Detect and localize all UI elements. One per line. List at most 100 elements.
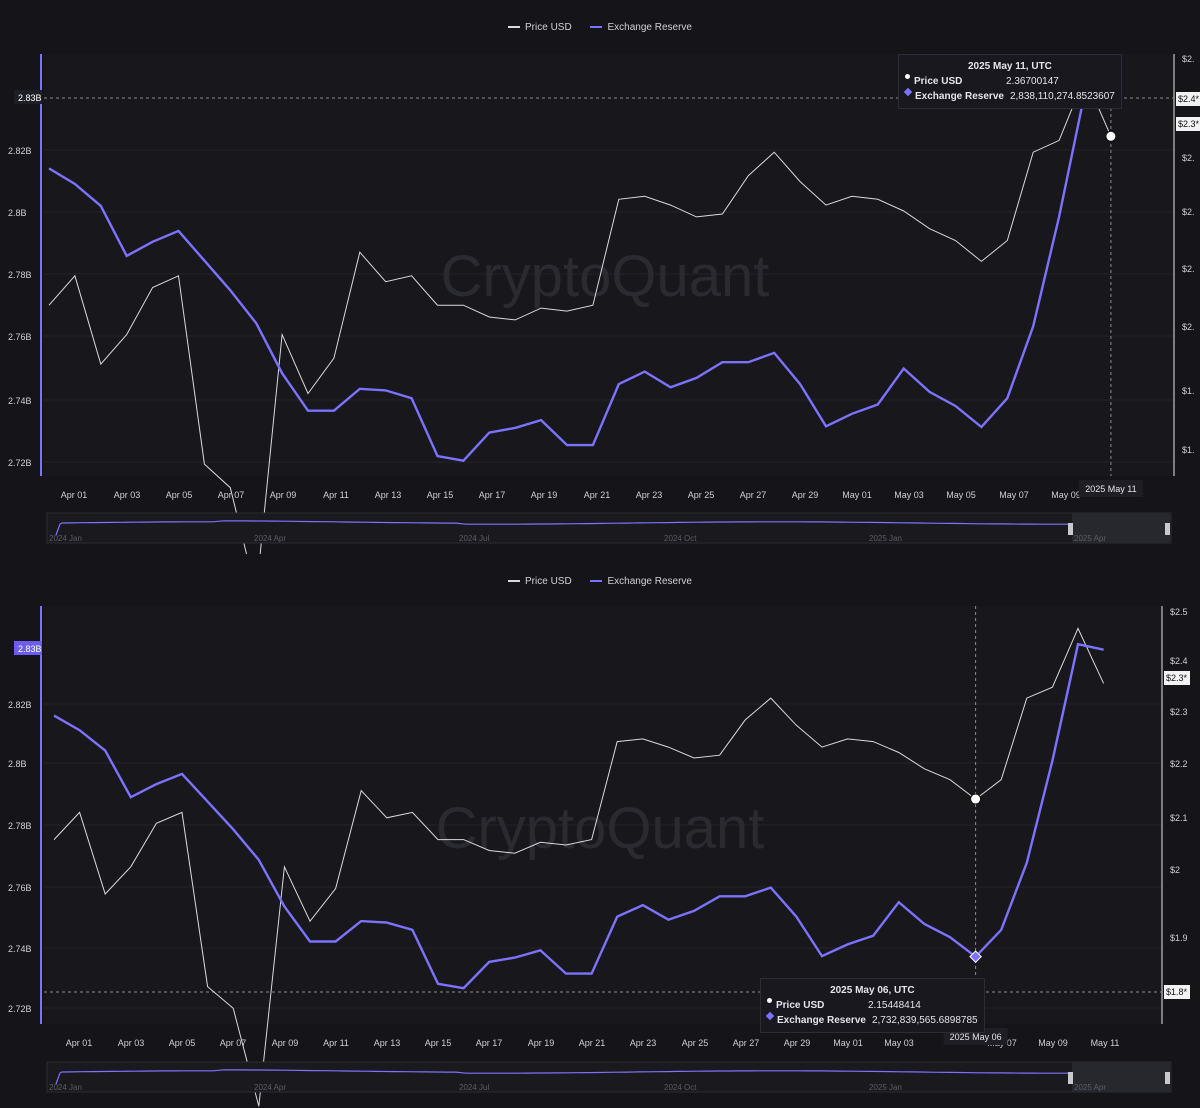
x-tick-label: Apr 15 bbox=[425, 1038, 452, 1048]
navigator-label: 2024 Jul bbox=[459, 1083, 489, 1092]
chart-bottom[interactable]: 2.82B 2.8B 2.78B 2.76B 2.74B 2.72B $2.5 $2.4 $2.… bbox=[0, 554, 1200, 1108]
x-tick-label: Apr 25 bbox=[682, 1038, 709, 1048]
navigator-handle-right bbox=[1165, 1072, 1170, 1084]
navigator-handle-right bbox=[1165, 523, 1170, 535]
left-tick-label: 2.72B bbox=[8, 458, 32, 468]
left-tick-label: 2.78B bbox=[8, 821, 32, 831]
legend: Price USD Exchange Reserve bbox=[0, 574, 1200, 587]
navigator bbox=[46, 1061, 1172, 1093]
left-tick-label: 2.76B bbox=[8, 332, 32, 342]
left-tick-label: 2.78B bbox=[8, 270, 32, 280]
left-value-badge bbox=[14, 641, 42, 655]
x-tick-label: May 03 bbox=[884, 1038, 914, 1048]
x-tick-label: Apr 09 bbox=[272, 1038, 299, 1048]
tooltip-date: 2025 May 11, UTC bbox=[967, 61, 1052, 72]
x-tick-label: Apr 03 bbox=[114, 490, 141, 500]
right-value-badge-text: $2.3* bbox=[1166, 673, 1188, 683]
left-tick-label: 2.76B bbox=[8, 883, 32, 893]
right-tick-label: $2.4 bbox=[1170, 656, 1188, 666]
x-tick-label: Apr 11 bbox=[323, 1038, 349, 1048]
right-value-badge-text: $2.3* bbox=[1178, 119, 1200, 129]
chart-panel-bottom[interactable]: Price USD Exchange Reserve 2.82B 2.8B 2.78… bbox=[0, 554, 1200, 1108]
x-tick-label: Apr 11 bbox=[323, 490, 349, 500]
navigator-selection bbox=[1072, 1062, 1170, 1092]
x-tick-label: Apr 01 bbox=[66, 1038, 93, 1048]
x-tick-label: Apr 03 bbox=[118, 1038, 145, 1048]
navigator-label: 2025 Jan bbox=[869, 1083, 902, 1092]
tooltip-reserve-name: Exchange Reserve bbox=[777, 1015, 866, 1026]
navigator-label: 2024 Apr bbox=[254, 1083, 286, 1092]
x-tick-label: Apr 05 bbox=[166, 490, 193, 500]
navigator-label: 2024 Apr bbox=[254, 534, 286, 543]
legend-reserve[interactable]: Exchange Reserve bbox=[590, 576, 692, 587]
right-tick-label: $2. bbox=[1182, 264, 1195, 274]
x-tick-label: May 09 bbox=[1051, 490, 1081, 500]
x-tick-label: Apr 17 bbox=[479, 490, 506, 500]
x-tick-label: Apr 21 bbox=[584, 490, 611, 500]
legend-price[interactable]: Price USD bbox=[508, 22, 572, 33]
chart-panel-top[interactable]: Price USD Exchange Reserve 2.82B 2.8B 2.78… bbox=[0, 0, 1200, 554]
right-tick-label: $2.3 bbox=[1170, 707, 1188, 717]
legend-price[interactable]: Price USD bbox=[508, 576, 572, 587]
navigator-label: 2025 Apr bbox=[1074, 1083, 1106, 1092]
left-value-badge-text: 2.83B bbox=[18, 93, 42, 103]
left-tick-label: 2.8B bbox=[8, 759, 27, 769]
crosshair-date-badge bbox=[1078, 480, 1143, 497]
legend-price-label: Price USD bbox=[525, 575, 572, 587]
navigator-handle-left bbox=[1068, 523, 1073, 535]
x-tick-label: May 01 bbox=[833, 1038, 863, 1048]
left-tick-label: 2.72B bbox=[8, 1004, 32, 1014]
crosshair-date-text: 2025 May 06 bbox=[950, 1032, 1002, 1042]
right-tick-label: $2.1 bbox=[1170, 813, 1188, 823]
price-dot-icon bbox=[905, 74, 910, 79]
tooltip-price-name: Price USD bbox=[914, 76, 963, 87]
navigator-handle-left bbox=[1068, 1072, 1073, 1084]
x-tick-label: Apr 25 bbox=[688, 490, 715, 500]
right-value-badge bbox=[1176, 117, 1200, 131]
x-tick-label: Apr 05 bbox=[169, 1038, 196, 1048]
tooltip: 2025 May 06, UTC Price USD 2.15448414 Exc… bbox=[760, 978, 985, 1033]
reserve-line bbox=[48, 90, 1112, 462]
tooltip-reserve-value: 2,838,110,274.8523607 bbox=[1009, 91, 1115, 102]
x-tick-label: May 03 bbox=[894, 490, 924, 500]
x-tick-label: Apr 07 bbox=[218, 490, 245, 500]
reserve-diamond-icon bbox=[903, 87, 913, 97]
legend-reserve[interactable]: Exchange Reserve bbox=[590, 22, 692, 33]
reserve-line bbox=[53, 642, 1104, 990]
x-tick-label: May 05 bbox=[946, 490, 976, 500]
left-value-badge-text: 2.83B bbox=[18, 644, 42, 654]
price-line bbox=[53, 627, 1105, 1107]
right-value-badge bbox=[1176, 92, 1200, 106]
tooltip-price-name: Price USD bbox=[776, 1000, 825, 1011]
x-tick-label: Apr 23 bbox=[630, 1038, 657, 1048]
right-tick-label: $2 bbox=[1170, 865, 1180, 875]
legend-reserve-label: Exchange Reserve bbox=[607, 21, 692, 33]
legend-price-label: Price USD bbox=[525, 21, 572, 33]
chart-top[interactable]: 2.82B 2.8B 2.78B 2.76B 2.74B 2.72B $2. $2. $2. $2… bbox=[0, 0, 1200, 554]
legend: Price USD Exchange Reserve bbox=[0, 20, 1200, 33]
x-tick-label: Apr 23 bbox=[636, 490, 663, 500]
navigator-label: 2024 Jan bbox=[49, 1083, 82, 1092]
navigator-label: 2025 Jan bbox=[869, 534, 902, 543]
x-tick-label: Apr 19 bbox=[528, 1038, 555, 1048]
left-tick-label: 2.8B bbox=[8, 208, 27, 218]
left-tick-label: 2.82B bbox=[8, 146, 32, 156]
tooltip-reserve-name: Exchange Reserve bbox=[915, 91, 1004, 102]
right-value-badge bbox=[1164, 671, 1190, 685]
legend-reserve-label: Exchange Reserve bbox=[607, 575, 692, 587]
right-tick-label: $2. bbox=[1182, 54, 1195, 64]
navigator-line bbox=[55, 1069, 1072, 1085]
price-dot-icon bbox=[767, 998, 772, 1003]
right-value-badge bbox=[1164, 985, 1190, 999]
reserve-point-marker bbox=[969, 950, 982, 964]
navigator-line bbox=[55, 520, 1072, 536]
x-tick-label: Apr 29 bbox=[792, 490, 819, 500]
x-tick-label: May 01 bbox=[842, 490, 872, 500]
x-tick-label: May 11 bbox=[1091, 1038, 1120, 1048]
x-tick-label: Apr 29 bbox=[784, 1038, 811, 1048]
price-point-marker bbox=[1105, 130, 1117, 142]
tooltip-price-value: 2.15448414 bbox=[868, 1000, 921, 1011]
right-value-badge-text: $2.4* bbox=[1178, 94, 1200, 104]
right-tick-label: $2. bbox=[1182, 207, 1195, 217]
crosshair-date-text: 2025 May 11 bbox=[1085, 484, 1136, 494]
